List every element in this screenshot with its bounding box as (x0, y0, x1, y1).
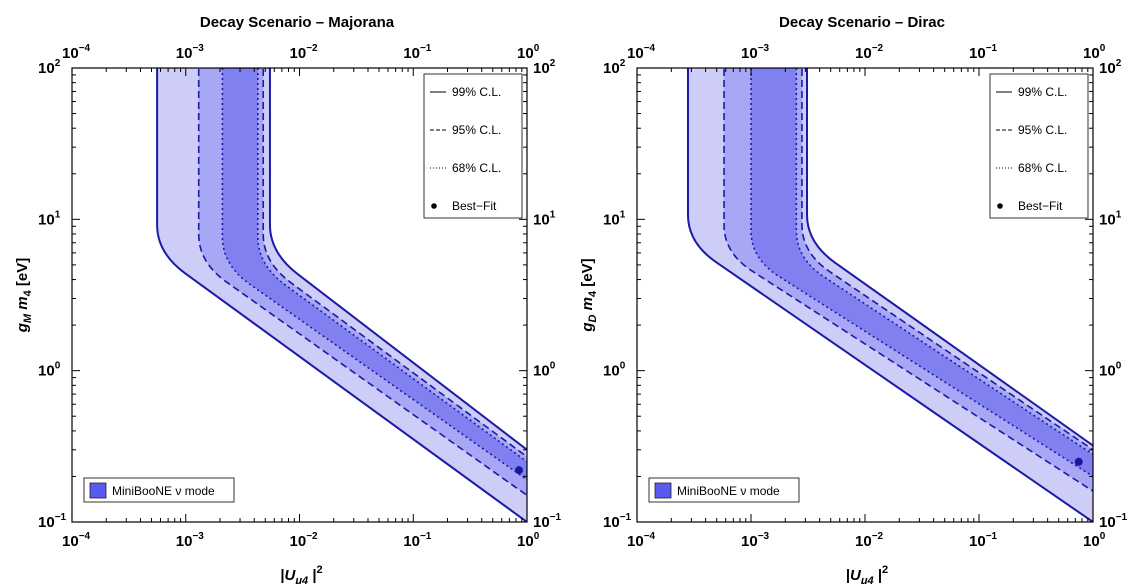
contour-line-0-left (156, 68, 527, 522)
legend-label: 68% C.L. (1018, 161, 1067, 175)
band-2 (222, 68, 527, 480)
fill-legend: MiniBooNE ν mode (648, 477, 800, 503)
legend: 99% C.L. 95% C.L. 68% C.L. Best−Fit (989, 73, 1089, 219)
x-tick-label-bottom: 10−4 (627, 531, 656, 550)
y-tick-label-right: 100 (1099, 361, 1122, 380)
fill-legend-box (648, 477, 800, 503)
y-tick-label-right: 100 (533, 361, 556, 380)
x-tick-label-top: 10−1 (969, 43, 998, 62)
y-tick-label-left: 100 (603, 361, 626, 380)
fill-legend-label: MiniBooNE ν mode (112, 484, 215, 498)
legend-marker-best-fit (997, 203, 1003, 209)
y-axis-label: gD m4 [eV] (579, 258, 599, 332)
fill-legend-label: MiniBooNE ν mode (677, 484, 780, 498)
x-tick-label-bottom: 10−3 (176, 531, 205, 550)
contour-line-1-right (801, 68, 1093, 451)
x-tick-label-top: 10−2 (290, 43, 319, 62)
best-fit-point (514, 466, 523, 475)
x-tick-label-top: 10−2 (855, 43, 884, 62)
chart-title: Decay Scenario – Dirac (779, 14, 945, 31)
legend-label: 95% C.L. (452, 123, 501, 137)
contour-line-0-left (686, 68, 1093, 522)
legend-box (989, 73, 1089, 219)
best-fit-point (1074, 457, 1083, 466)
y-tick-label-left: 100 (38, 361, 61, 380)
fill-legend-swatch (89, 482, 107, 499)
y-axis-label: gM m4 [eV] (14, 258, 34, 334)
contour-bands (156, 68, 527, 522)
x-tick-label-bottom: 10−1 (969, 531, 998, 550)
panel-dirac: Decay Scenario – Dirac 10−4 10−4 10−3 10−3 1… (579, 14, 1128, 584)
contour-line-0-right (806, 68, 1093, 447)
contour-line-1-right (262, 68, 527, 458)
y-tick-label-right: 102 (1099, 58, 1122, 77)
ticks (71, 67, 528, 523)
x-tick-label-bottom: 10−2 (290, 531, 319, 550)
contour-line-1-left (723, 68, 1093, 493)
ticks (636, 67, 1094, 523)
y-tick-label-right: 101 (533, 209, 556, 228)
legend: 99% C.L. 95% C.L. 68% C.L. Best−Fit (423, 73, 523, 219)
legend-label: Best−Fit (1018, 199, 1063, 213)
panel-majorana: Decay Scenario – Majorana 10−4 10−4 10−3 10… (14, 14, 562, 584)
x-tick-label-bottom: 10−4 (62, 531, 91, 550)
legend-label: 68% C.L. (452, 161, 501, 175)
y-tick-label-right: 10−1 (1099, 512, 1128, 531)
contour-line-1-left (197, 68, 527, 497)
fill-legend: MiniBooNE ν mode (83, 477, 235, 503)
x-axis-label: |Uμ4 |2 (280, 564, 322, 584)
y-tick-label-left: 101 (603, 209, 626, 228)
x-tick-label-bottom: 10−3 (741, 531, 770, 550)
x-tick-label-top: 10−3 (741, 43, 770, 62)
legend-label: 95% C.L. (1018, 123, 1067, 137)
y-tick-label-right: 101 (1099, 209, 1122, 228)
contour-line-2-right (257, 68, 527, 463)
x-tick-label-bottom: 100 (1083, 531, 1106, 550)
contour-line-0-right (268, 68, 527, 452)
y-tick-label-left: 101 (38, 209, 61, 228)
x-tick-label-top: 10−4 (62, 43, 91, 62)
contour-line-2-left (221, 68, 527, 481)
legend-marker-best-fit (431, 203, 437, 209)
legend-label: Best−Fit (452, 199, 497, 213)
x-tick-label-top: 100 (1083, 43, 1106, 62)
y-tick-label-left: 10−1 (38, 512, 67, 531)
band-2 (751, 68, 1093, 477)
chart-title: Decay Scenario – Majorana (200, 14, 395, 31)
fill-legend-box (83, 477, 235, 503)
x-tick-label-top: 10−3 (176, 43, 205, 62)
y-tick-label-left: 102 (603, 58, 626, 77)
contour-bands (686, 68, 1093, 522)
legend-label: 99% C.L. (1018, 85, 1067, 99)
legend-label: 99% C.L. (452, 85, 501, 99)
x-tick-label-top: 10−4 (627, 43, 656, 62)
y-tick-label-left: 102 (38, 58, 61, 77)
x-tick-label-bottom: 100 (517, 531, 540, 550)
y-tick-label-right: 102 (533, 58, 556, 77)
y-tick-label-right: 10−1 (533, 512, 562, 531)
x-tick-label-bottom: 10−2 (855, 531, 884, 550)
legend-box (423, 73, 523, 219)
y-tick-label-left: 10−1 (603, 512, 632, 531)
x-tick-label-bottom: 10−1 (403, 531, 432, 550)
fill-legend-swatch (654, 482, 672, 499)
x-axis-label: |Uμ4 |2 (846, 564, 888, 584)
x-tick-label-top: 100 (517, 43, 540, 62)
x-tick-label-top: 10−1 (403, 43, 432, 62)
